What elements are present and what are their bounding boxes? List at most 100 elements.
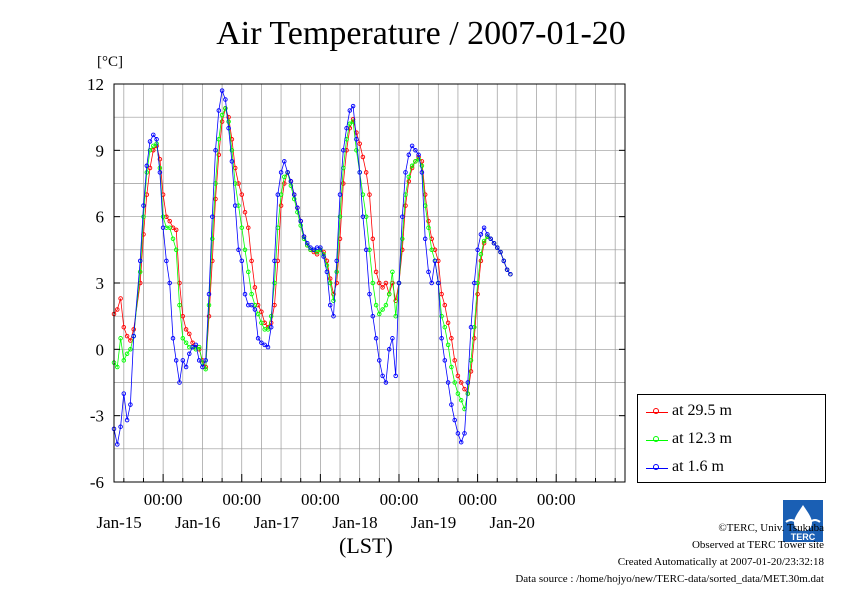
data-point bbox=[252, 307, 258, 312]
data-point bbox=[334, 269, 339, 275]
data-point bbox=[373, 336, 379, 341]
data-point bbox=[278, 170, 284, 175]
data-point bbox=[173, 358, 179, 363]
data-point bbox=[144, 163, 150, 169]
data-point bbox=[380, 285, 385, 290]
data-point bbox=[272, 280, 277, 286]
data-point bbox=[419, 163, 425, 169]
x-tick-label-time: 00:00 bbox=[144, 490, 183, 509]
plot-frame bbox=[113, 83, 626, 483]
y-tick-labels: -6 -3 0 3 6 9 12 bbox=[87, 75, 104, 492]
data-point bbox=[314, 249, 320, 255]
legend-marker-icon bbox=[653, 408, 659, 414]
data-point bbox=[462, 431, 467, 436]
data-point bbox=[301, 234, 307, 239]
data-point bbox=[295, 209, 300, 215]
data-point bbox=[249, 258, 254, 264]
data-point bbox=[360, 214, 366, 219]
x-axis-label: (LST) bbox=[339, 533, 393, 558]
data-point bbox=[370, 313, 376, 319]
data-point bbox=[183, 327, 189, 332]
data-point bbox=[354, 137, 359, 142]
data-point bbox=[170, 236, 176, 242]
data-point bbox=[121, 391, 127, 396]
terc-logo-icon: TERC bbox=[783, 500, 823, 542]
data-point bbox=[121, 324, 127, 330]
data-point bbox=[458, 439, 464, 445]
data-point bbox=[180, 358, 186, 363]
data-point bbox=[236, 247, 241, 253]
data-point bbox=[347, 108, 353, 113]
data-point bbox=[318, 245, 323, 250]
data-point bbox=[337, 192, 343, 197]
data-point bbox=[160, 225, 166, 230]
legend-label: at 1.6 m bbox=[672, 458, 724, 475]
data-point bbox=[151, 132, 156, 138]
legend: at 29.5 m at 12.3 m at 1.6 m bbox=[637, 394, 826, 483]
series-layer bbox=[111, 88, 513, 447]
data-point bbox=[131, 327, 136, 332]
data-point bbox=[226, 114, 231, 120]
x-tick-label-day: Jan-19 bbox=[411, 513, 456, 532]
data-point bbox=[327, 276, 333, 281]
data-point bbox=[413, 148, 418, 153]
legend-item-1-6m: at 1.6 m bbox=[646, 458, 821, 479]
data-point bbox=[305, 240, 310, 246]
data-point bbox=[196, 344, 202, 350]
data-point bbox=[481, 225, 487, 230]
data-point bbox=[219, 112, 225, 118]
data-point bbox=[449, 336, 454, 341]
data-point bbox=[288, 183, 294, 188]
data-point bbox=[183, 364, 189, 370]
data-point bbox=[308, 245, 313, 250]
data-point bbox=[128, 402, 133, 407]
y-tick-label: -6 bbox=[90, 473, 104, 492]
data-point bbox=[504, 267, 510, 272]
data-point bbox=[452, 417, 457, 423]
series-1 bbox=[111, 106, 513, 412]
y-tick-label: 12 bbox=[87, 75, 104, 94]
data-point bbox=[190, 340, 195, 345]
series-2 bbox=[111, 88, 513, 447]
data-point bbox=[449, 402, 454, 407]
data-point bbox=[426, 218, 431, 224]
data-point bbox=[465, 391, 471, 396]
data-point bbox=[337, 214, 343, 219]
data-point bbox=[442, 324, 448, 330]
data-point bbox=[115, 307, 120, 312]
chart-title: Air Temperature / 2007-01-20 bbox=[216, 15, 626, 52]
data-point bbox=[363, 170, 369, 175]
data-point bbox=[462, 386, 467, 392]
data-point bbox=[255, 336, 261, 341]
data-point bbox=[206, 302, 212, 308]
data-point bbox=[472, 280, 477, 286]
y-tick-label: 3 bbox=[96, 274, 105, 293]
data-point bbox=[259, 320, 264, 326]
data-point bbox=[468, 369, 474, 374]
data-point bbox=[455, 431, 461, 436]
data-point bbox=[429, 280, 434, 286]
data-point bbox=[344, 125, 349, 131]
data-point bbox=[242, 247, 248, 253]
data-point bbox=[429, 247, 434, 253]
x-tick-label-day: Jan-18 bbox=[332, 513, 377, 532]
x-tick-label-time: 00:00 bbox=[222, 490, 261, 509]
data-point bbox=[216, 108, 222, 113]
data-point bbox=[268, 313, 274, 319]
data-point bbox=[416, 156, 421, 162]
data-point bbox=[187, 331, 192, 337]
data-point bbox=[203, 366, 208, 372]
data-point bbox=[147, 165, 153, 171]
data-point bbox=[331, 291, 336, 297]
x-tick-label-time: 00:00 bbox=[380, 490, 419, 509]
x-tick-label-day: Jan-15 bbox=[96, 513, 141, 532]
data-point bbox=[206, 291, 212, 297]
data-point bbox=[458, 380, 464, 385]
data-point bbox=[377, 358, 382, 363]
data-point bbox=[383, 302, 389, 308]
data-point bbox=[406, 179, 412, 184]
data-point bbox=[334, 258, 339, 264]
data-point bbox=[157, 156, 163, 162]
data-point bbox=[242, 209, 248, 215]
data-point bbox=[439, 313, 444, 319]
